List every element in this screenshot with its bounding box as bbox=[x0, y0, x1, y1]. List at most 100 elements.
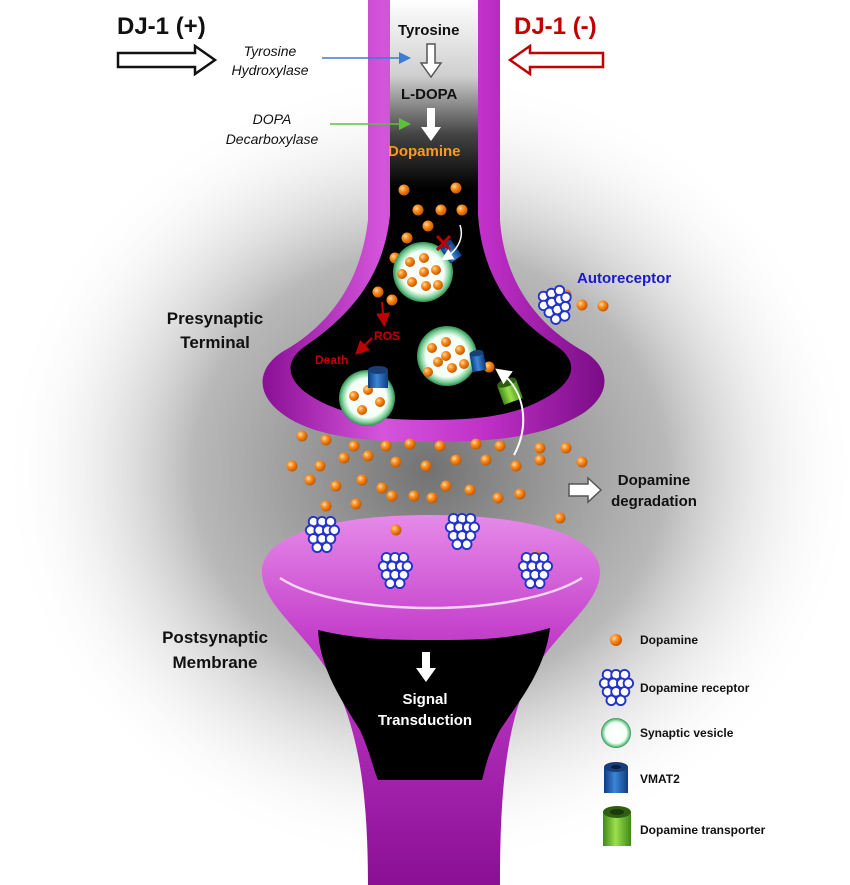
degradation-line2: degradation bbox=[611, 493, 697, 510]
presynaptic-interior bbox=[290, 0, 572, 420]
dopamine-molecules bbox=[286, 182, 609, 562]
presynaptic-label: Presynaptic Terminal bbox=[150, 307, 280, 355]
dopamine-molecule bbox=[320, 500, 332, 512]
enzyme2-line2: Decarboxylase bbox=[225, 131, 319, 147]
dopamine-molecule bbox=[492, 492, 504, 504]
ros-label: ROS bbox=[374, 329, 401, 343]
dopamine-molecule bbox=[350, 498, 362, 510]
dopamine-molecule bbox=[534, 454, 546, 466]
dopamine-molecule bbox=[304, 474, 316, 486]
legend-label-vmat2: VMAT2 bbox=[640, 772, 680, 786]
signal-down-arrow bbox=[416, 652, 436, 682]
dj1-positive-label: DJ-1 (+) bbox=[117, 13, 206, 40]
synaptic-vesicle-1 bbox=[393, 242, 453, 302]
dopamine-molecule bbox=[576, 456, 588, 468]
dopamine-molecule bbox=[435, 204, 447, 216]
dopamine-molecule bbox=[401, 232, 413, 244]
dopamine-molecule bbox=[330, 480, 342, 492]
dopamine-molecule bbox=[412, 204, 424, 216]
signal-line2: Transduction bbox=[377, 712, 473, 729]
vmat2-2 bbox=[469, 349, 487, 373]
ldopa-to-dopamine-arrow bbox=[421, 108, 441, 141]
dopamine-molecule bbox=[554, 512, 566, 524]
vesicle-uptake-arrow bbox=[441, 224, 462, 261]
ros-arrow bbox=[376, 301, 391, 327]
autoreceptor-label: Autoreceptor bbox=[577, 270, 672, 287]
dopamine-molecule bbox=[338, 452, 350, 464]
postsynaptic-label: Postsynaptic Membrane bbox=[145, 625, 285, 675]
death-arrow bbox=[355, 337, 373, 355]
dopamine-transporter-icon bbox=[603, 806, 631, 846]
dopamine-molecule bbox=[514, 488, 526, 500]
dopamine-pathway-label: Dopamine bbox=[388, 143, 461, 160]
tyrosine-label: Tyrosine bbox=[398, 22, 460, 39]
dopamine-molecule bbox=[398, 184, 410, 196]
enzyme1-line1: Tyrosine bbox=[243, 43, 297, 59]
dopamine-molecule bbox=[434, 440, 446, 452]
dopamine-molecule bbox=[480, 454, 492, 466]
dopamine-molecule bbox=[450, 454, 462, 466]
tyrosine-hydroxylase-label: Tyrosine Hydroxylase bbox=[218, 42, 322, 80]
ldopa-label: L-DOPA bbox=[401, 86, 458, 103]
dopamine-molecule bbox=[380, 440, 392, 452]
degradation-arrow bbox=[568, 476, 603, 504]
synaptic-vesicle-icon bbox=[601, 718, 631, 748]
dopamine-molecule bbox=[372, 286, 384, 298]
reuptake-arrow bbox=[495, 368, 525, 456]
dj1-negative-label: DJ-1 (-) bbox=[514, 13, 597, 40]
death-label: Death bbox=[315, 353, 349, 367]
enzyme1-line2: Hydroxylase bbox=[231, 62, 309, 78]
dopamine-dot-icon bbox=[610, 634, 622, 646]
signal-line1: Signal bbox=[402, 691, 448, 708]
dopamine-molecule bbox=[386, 490, 398, 502]
dopamine-molecule bbox=[376, 482, 388, 494]
dopamine-molecule bbox=[420, 460, 432, 472]
dopamine-molecule bbox=[483, 361, 495, 373]
legend-label-synaptic-vesicle: Synaptic vesicle bbox=[640, 726, 734, 740]
tyrosine-to-ldopa-arrow bbox=[419, 43, 443, 79]
dopamine-molecule bbox=[314, 460, 326, 472]
presynaptic-line2: Terminal bbox=[180, 333, 250, 352]
dj1-positive-arrow bbox=[116, 43, 218, 77]
signal-transduction-label: Signal Transduction bbox=[360, 689, 490, 731]
vmat2-icon bbox=[604, 762, 628, 793]
postsynaptic-line2: Membrane bbox=[172, 653, 258, 672]
dopa-decarboxylase-label: DOPA Decarboxylase bbox=[212, 109, 332, 149]
dopamine-molecule bbox=[404, 438, 416, 450]
synaptic-vesicle-2 bbox=[417, 326, 477, 386]
dopamine-molecule bbox=[390, 524, 402, 536]
dopamine-molecule bbox=[440, 480, 452, 492]
legend-icons bbox=[598, 634, 635, 846]
dopamine-molecule bbox=[494, 440, 506, 452]
dopamine-molecule bbox=[426, 492, 438, 504]
dopamine-molecule bbox=[408, 490, 420, 502]
blocked-x-icon bbox=[435, 234, 452, 252]
dopamine-molecule bbox=[464, 484, 476, 496]
postsynaptic-interior bbox=[318, 628, 550, 780]
dj1-negative-arrow bbox=[507, 43, 605, 77]
dopamine-molecule bbox=[296, 430, 308, 442]
dopamine-molecule bbox=[576, 299, 588, 311]
legend-label-dopamine: Dopamine bbox=[640, 633, 699, 647]
dopamine-molecule bbox=[597, 300, 609, 312]
dopamine-molecule bbox=[560, 442, 572, 454]
postsynaptic-rim bbox=[279, 576, 583, 610]
legend-label-dopamine-transporter: Dopamine transporter bbox=[640, 823, 766, 837]
dopamine-molecule bbox=[470, 438, 482, 450]
dopamine-molecule bbox=[422, 220, 434, 232]
degradation-line1: Dopamine bbox=[617, 472, 691, 489]
dopamine-molecule bbox=[450, 182, 462, 194]
dopamine-molecule bbox=[356, 474, 368, 486]
dopamine-molecule bbox=[362, 450, 374, 462]
dopamine-molecule bbox=[386, 294, 398, 306]
dopamine-molecule bbox=[320, 434, 332, 446]
presynaptic-line1: Presynaptic bbox=[166, 309, 264, 328]
dopamine-molecule bbox=[390, 456, 402, 468]
degradation-label: Dopamine degradation bbox=[600, 470, 708, 512]
vmat2-3 bbox=[368, 366, 388, 388]
dopamine-molecule bbox=[286, 460, 298, 472]
dopamine-molecule bbox=[534, 442, 546, 454]
postsynaptic-line1: Postsynaptic bbox=[162, 628, 268, 647]
dopamine-molecule bbox=[456, 204, 468, 216]
dopamine-molecule bbox=[348, 440, 360, 452]
